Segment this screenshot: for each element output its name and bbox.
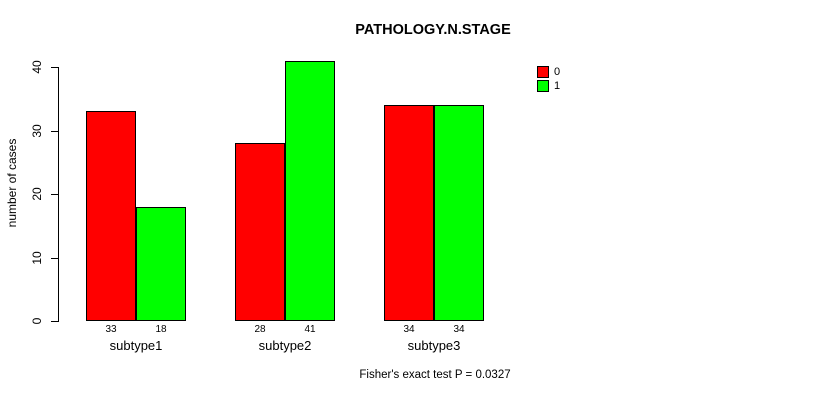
count-label-subtype1-group0: 33 — [105, 324, 117, 335]
bar-subtype2-group0 — [235, 143, 285, 321]
y-axis-tick-30 — [51, 130, 58, 132]
count-label-subtype1-group1: 18 — [155, 324, 167, 335]
y-axis-tick-label-40: 40 — [30, 60, 44, 74]
count-label-subtype2-group1: 41 — [304, 324, 316, 335]
legend-label-0: 0 — [554, 66, 561, 78]
bar-subtype3-group1 — [434, 105, 484, 321]
chart-title: PATHOLOGY.N.STAGE — [355, 22, 511, 38]
y-axis-tick-10 — [51, 257, 58, 259]
y-axis-tick-label-20: 20 — [30, 187, 44, 201]
count-label-subtype2-group0: 28 — [254, 324, 266, 335]
category-label-subtype2: subtype2 — [258, 338, 312, 353]
y-axis-tick-label-10: 10 — [30, 250, 44, 265]
category-label-subtype1: subtype1 — [109, 338, 163, 353]
y-axis-tick-20 — [51, 194, 58, 195]
y-axis-tick-0 — [51, 321, 58, 322]
bar-subtype1-group1 — [136, 206, 186, 321]
count-label-subtype3-group1: 34 — [453, 324, 465, 335]
y-axis-label: number of cases — [5, 138, 19, 228]
y-axis-line — [58, 67, 59, 322]
y-axis-tick-40 — [51, 67, 58, 68]
y-axis-tick-label-30: 30 — [30, 123, 44, 138]
y-axis-tick-label-0: 0 — [30, 317, 44, 325]
count-label-subtype3-group0: 34 — [403, 324, 415, 335]
bar-subtype1-group0 — [86, 111, 136, 321]
category-label-subtype3: subtype3 — [407, 338, 461, 353]
legend-swatch-0 — [537, 66, 549, 78]
legend-label-1: 1 — [554, 79, 561, 92]
legend-swatch-1 — [537, 79, 549, 92]
bar-subtype2-group1 — [285, 60, 335, 321]
bar-subtype3-group0 — [384, 105, 434, 321]
fisher-test-subtitle: Fisher's exact test P = 0.0327 — [359, 369, 511, 381]
